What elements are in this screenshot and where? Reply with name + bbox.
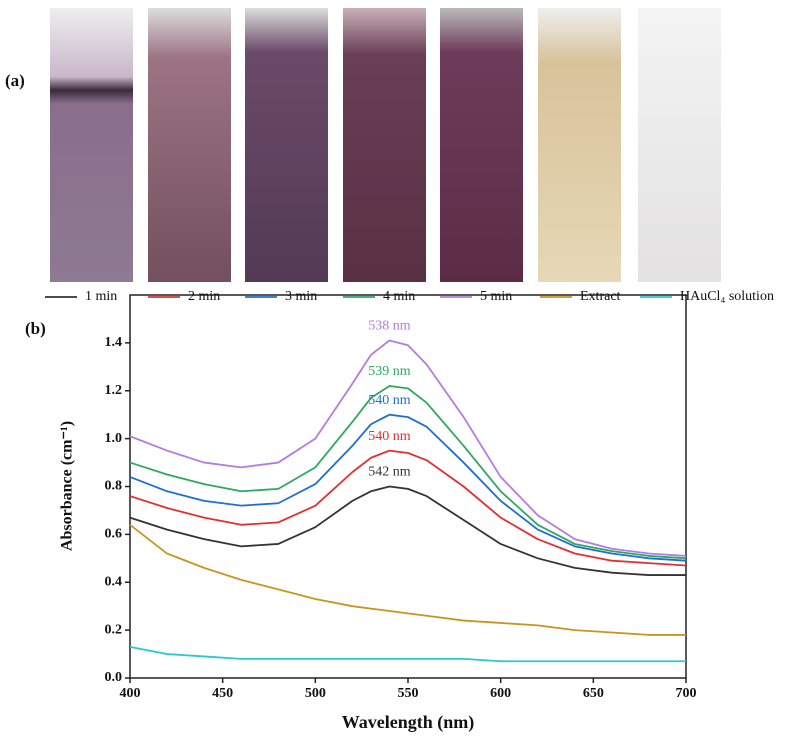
x-tick-label: 550 xyxy=(398,686,419,701)
series-line xyxy=(129,485,686,576)
series-line xyxy=(129,339,687,557)
legend-label: Extract xyxy=(580,289,621,304)
x-tick-label: 400 xyxy=(120,686,141,701)
x-tick-label: 450 xyxy=(212,686,233,701)
vial xyxy=(440,8,523,282)
series-line xyxy=(129,413,687,562)
vial xyxy=(538,8,621,282)
y-tick-label: 0.6 xyxy=(105,527,123,542)
y-tick-label: 0.2 xyxy=(105,622,123,637)
x-tick-label: 650 xyxy=(583,686,604,701)
vial-photos xyxy=(50,8,721,282)
x-axis-title: Wavelength (nm) xyxy=(342,712,475,733)
series-line xyxy=(129,385,687,560)
panel-label: (b) xyxy=(25,319,46,338)
vial xyxy=(245,8,328,282)
series-line xyxy=(129,524,686,636)
legend-label: 4 min xyxy=(383,289,415,304)
legend-label: HAuCl₄ solution xyxy=(680,289,774,304)
vial xyxy=(148,8,231,282)
peak-annotation: 542 nm xyxy=(368,465,411,480)
vial xyxy=(50,8,133,282)
y-tick-label: 0.8 xyxy=(105,479,123,494)
vial xyxy=(343,8,426,282)
legend-label: 5 min xyxy=(480,289,512,304)
y-tick-label: 0.4 xyxy=(105,574,123,589)
peak-annotation: 540 nm xyxy=(368,393,411,408)
legend-label: 2 min xyxy=(188,289,220,304)
x-tick-label: 600 xyxy=(490,686,511,701)
vial xyxy=(638,8,721,282)
y-tick-label: 1.0 xyxy=(105,431,123,446)
y-tick-label: 1.4 xyxy=(105,335,123,350)
panel-label: (a) xyxy=(5,71,25,90)
peak-annotation: 539 nm xyxy=(368,364,411,379)
y-axis-title: Absorbance (cm⁻¹) xyxy=(59,421,76,551)
y-tick-label: 1.2 xyxy=(105,383,123,398)
peak-annotation: 540 nm xyxy=(368,429,411,444)
x-tick-label: 500 xyxy=(305,686,326,701)
y-tick-label: 0.0 xyxy=(105,670,123,685)
legend-label: 3 min xyxy=(285,289,317,304)
x-tick-label: 700 xyxy=(676,686,697,701)
peak-annotation: 538 nm xyxy=(368,319,411,334)
legend-label: 1 min xyxy=(85,289,117,304)
series-line xyxy=(129,449,687,567)
series-line xyxy=(129,645,686,663)
